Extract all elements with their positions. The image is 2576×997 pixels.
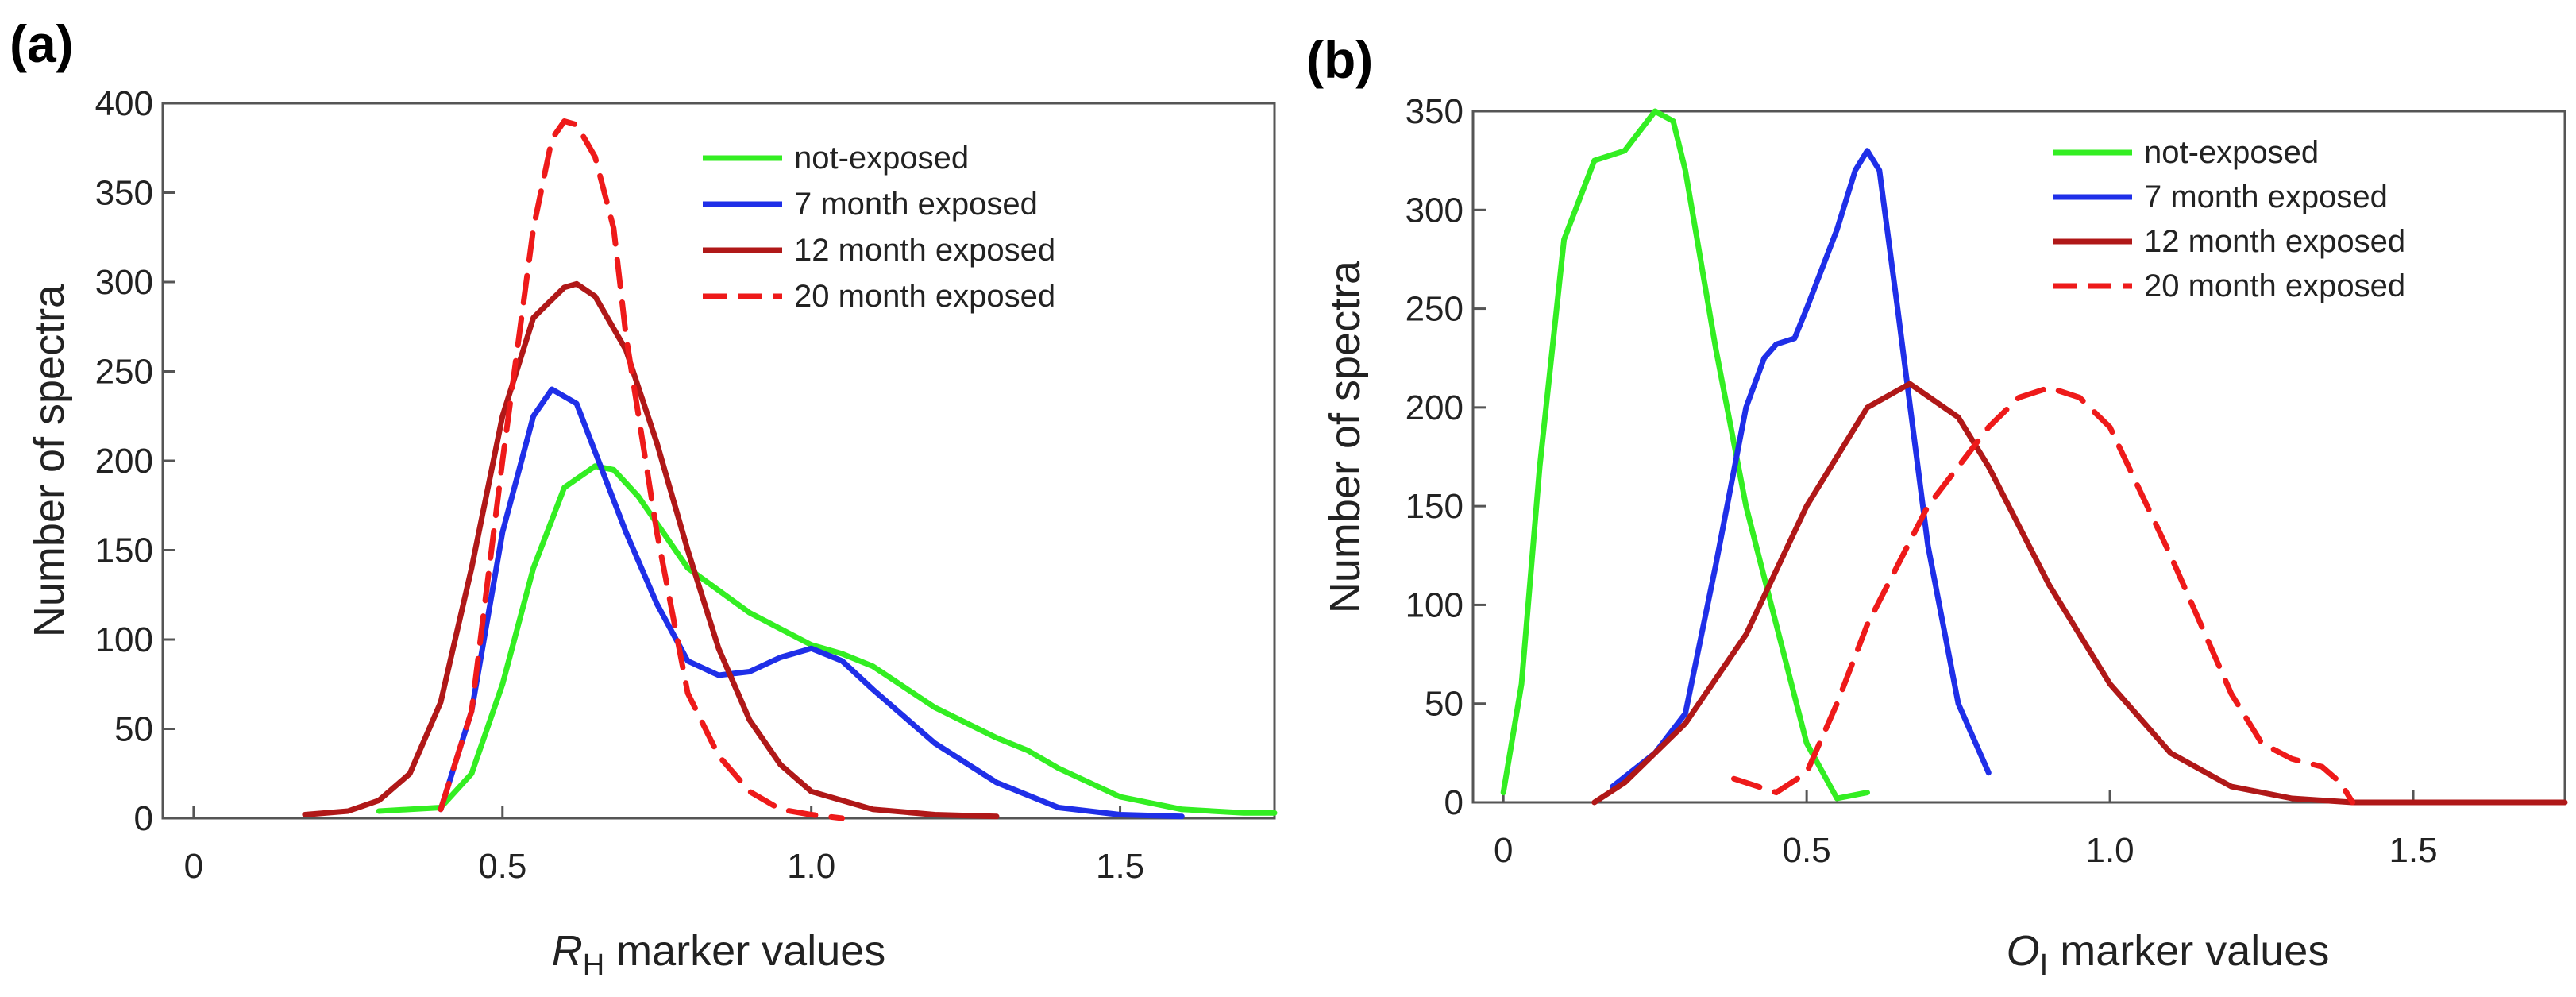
- legend-label: 12 month exposed: [794, 233, 1055, 268]
- y-tick-label: 300: [1406, 191, 1463, 230]
- panel-label-b: (b): [1306, 30, 1373, 89]
- y-tick-label: 0: [134, 799, 153, 838]
- y-tick-label: 200: [95, 442, 153, 481]
- y-tick-label: 100: [95, 620, 153, 659]
- y-tick-label: 250: [95, 353, 153, 392]
- y-tick-label: 50: [114, 710, 153, 749]
- x-axis-title-var-a: R: [552, 927, 583, 975]
- plot-frame-a: [161, 102, 1276, 820]
- x-tick-label: 0: [1494, 831, 1513, 870]
- legend-b: not-exposed 7 month exposed 12 month expos…: [2053, 135, 2405, 303]
- y-axis-title-b: Number of spectra: [1321, 260, 1369, 613]
- y-tick-label: 0: [1444, 783, 1463, 822]
- y-tick-label: 150: [1406, 487, 1463, 526]
- x-tick-label: 0: [184, 847, 203, 886]
- legend-label: 20 month exposed: [794, 279, 1055, 314]
- x-tick-label: 1.5: [1096, 847, 1144, 886]
- x-axis-title-rest-a: marker values: [604, 927, 885, 975]
- legend-label: 12 month exposed: [2144, 224, 2405, 259]
- x-axis-title-var-b: O: [2007, 927, 2040, 975]
- legend-a: not-exposed 7 month exposed 12 month expos…: [703, 141, 1055, 314]
- y-axis-b: 0 50 100 150 200 250 300 350: [1406, 92, 1486, 822]
- y-tick-label: 400: [95, 84, 153, 123]
- x-tick-label: 0.5: [478, 847, 526, 886]
- y-tick-label: 350: [1406, 92, 1463, 131]
- y-tick-label: 350: [95, 174, 153, 213]
- series-line-3: [438, 118, 846, 821]
- legend-label: not-exposed: [2144, 135, 2319, 170]
- legend-label: 7 month exposed: [794, 187, 1038, 222]
- x-axis-title-sub-a: H: [583, 949, 604, 982]
- x-axis-b: 0 0.5 1.0 1.5: [1494, 790, 2438, 870]
- x-axis-title-a: RH marker values: [552, 927, 886, 982]
- series-layer-a: [302, 118, 1278, 821]
- y-tick-label: 250: [1406, 290, 1463, 329]
- x-axis-title-b: OI marker values: [2007, 927, 2330, 982]
- y-tick-label: 300: [95, 263, 153, 302]
- y-tick-label: 150: [95, 531, 153, 570]
- series-line-1: [438, 386, 1185, 820]
- x-tick-label: 1.5: [2389, 831, 2437, 870]
- legend-label: not-exposed: [794, 141, 969, 176]
- x-axis-a: 0 0.5 1.0 1.5: [184, 806, 1144, 886]
- x-tick-label: 1.0: [787, 847, 835, 886]
- series-line-2: [1591, 381, 2568, 806]
- y-tick-label: 100: [1406, 585, 1463, 624]
- series-line-0: [1500, 108, 1870, 802]
- series-line-3: [1731, 385, 2356, 806]
- legend-label: 20 month exposed: [2144, 269, 2405, 303]
- panel-b: (b) 0 50 100 150 200 250 300 350 0 0.5 1.0 1.5 not…: [1306, 30, 2568, 982]
- series-line-0: [376, 463, 1278, 816]
- y-tick-label: 50: [1425, 685, 1463, 724]
- series-line-2: [302, 280, 1000, 820]
- plot-frame-b: [1471, 110, 2566, 804]
- y-axis-title-a: Number of spectra: [25, 284, 73, 637]
- x-axis-title-sub-b: I: [2040, 949, 2049, 982]
- x-tick-label: 1.0: [2085, 831, 2134, 870]
- y-tick-label: 200: [1406, 388, 1463, 427]
- x-tick-label: 0.5: [1783, 831, 1831, 870]
- x-axis-title-rest-b: marker values: [2048, 927, 2329, 975]
- panel-label-a: (a): [10, 14, 74, 73]
- series-layer-b: [1500, 108, 2568, 806]
- legend-label: 7 month exposed: [2144, 180, 2388, 214]
- series-line-1: [1610, 148, 1992, 790]
- y-axis-a: 0 50 100 150 200 250 300 350 400: [95, 84, 175, 838]
